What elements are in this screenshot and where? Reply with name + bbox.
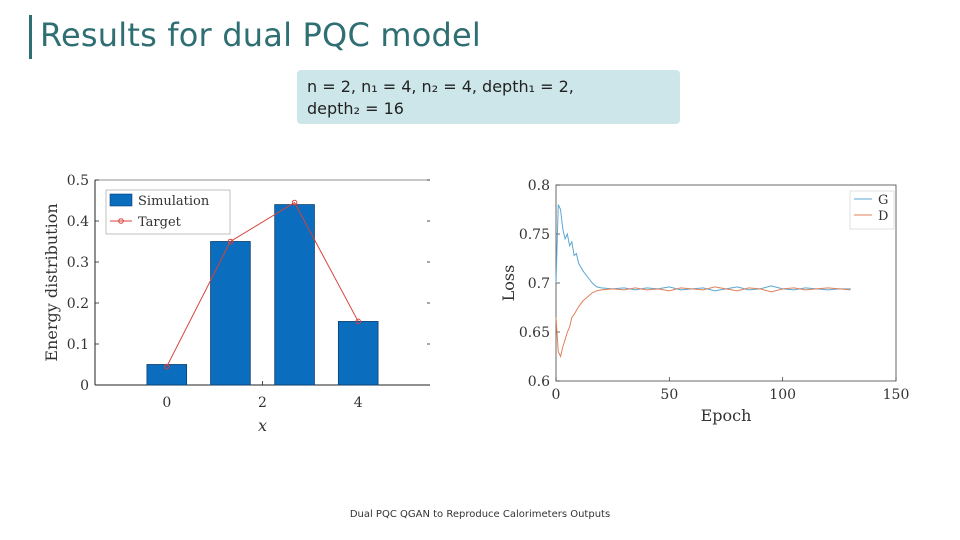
- y-axis-label: Loss: [499, 265, 518, 302]
- legend-label-simulation: Simulation: [138, 194, 210, 209]
- parameters-box: n = 2, n₁ = 4, n₂ = 4, depth₁ = 2, depth…: [297, 70, 680, 124]
- y-tick-label: 0.6: [528, 374, 550, 390]
- y-tick-label: 0.65: [519, 325, 550, 341]
- x-tick-label: 2: [258, 395, 267, 411]
- legend-label-target: Target: [138, 215, 182, 230]
- x-tick-label: 150: [883, 387, 910, 403]
- params-line-2: depth₂ = 16: [307, 99, 404, 118]
- x-tick-label: 0: [552, 387, 561, 403]
- simulation-bar: [210, 241, 251, 386]
- legend-bar-swatch: [109, 193, 133, 207]
- y-tick-label: 0.75: [519, 227, 550, 243]
- y-axis-label: Energy distribution: [42, 203, 61, 361]
- series-line-d: [555, 286, 851, 359]
- y-tick-label: 0.8: [528, 178, 550, 194]
- x-axis-label: x: [258, 416, 267, 435]
- y-tick-label: 0.3: [67, 255, 89, 271]
- series-line-g: [555, 204, 851, 292]
- simulation-bar: [337, 321, 379, 386]
- target-point: [227, 238, 234, 245]
- x-tick-label: 100: [769, 387, 796, 403]
- footer-caption: Dual PQC QGAN to Reproduce Calorimeters …: [349, 509, 611, 520]
- y-tick-label: 0.5: [67, 173, 89, 189]
- x-tick-label: 4: [354, 395, 363, 411]
- y-tick-label: 0.4: [67, 214, 89, 230]
- simulation-bar: [274, 204, 315, 386]
- target-point: [163, 363, 170, 370]
- x-tick-label: 0: [162, 395, 171, 411]
- target-point: [291, 199, 298, 206]
- params-line-1: n = 2, n₁ = 4, n₂ = 4, depth₁ = 2,: [307, 77, 574, 96]
- simulation-bar: [146, 364, 188, 386]
- legend-box: [849, 190, 895, 230]
- y-tick-label: 0.7: [528, 276, 550, 292]
- x-tick-label: 50: [660, 387, 678, 403]
- x-axis-label: Epoch: [701, 406, 752, 425]
- legend-marker-swatch: [118, 218, 124, 224]
- plot-frame: [555, 184, 897, 382]
- legend-label-g: G: [878, 193, 888, 208]
- y-tick-label: 0.2: [67, 296, 89, 312]
- target-point: [355, 318, 362, 325]
- y-tick-label: 0.1: [67, 337, 89, 353]
- target-line: [166, 201, 359, 367]
- title-accent-bar: [29, 15, 32, 59]
- energy-distribution-chart: 0 0.1 0.2 0.3 0.4 0.5 0 2 4 x Energy distribution S…: [42, 173, 430, 435]
- y-tick-label: 0: [80, 378, 89, 394]
- legend-label-d: D: [878, 209, 888, 224]
- page-title: Results for dual PQC model: [40, 16, 481, 54]
- loss-chart: 0.6 0.65 0.7 0.75 0.8 0 50 100 150 Epoch Loss GD: [499, 178, 910, 425]
